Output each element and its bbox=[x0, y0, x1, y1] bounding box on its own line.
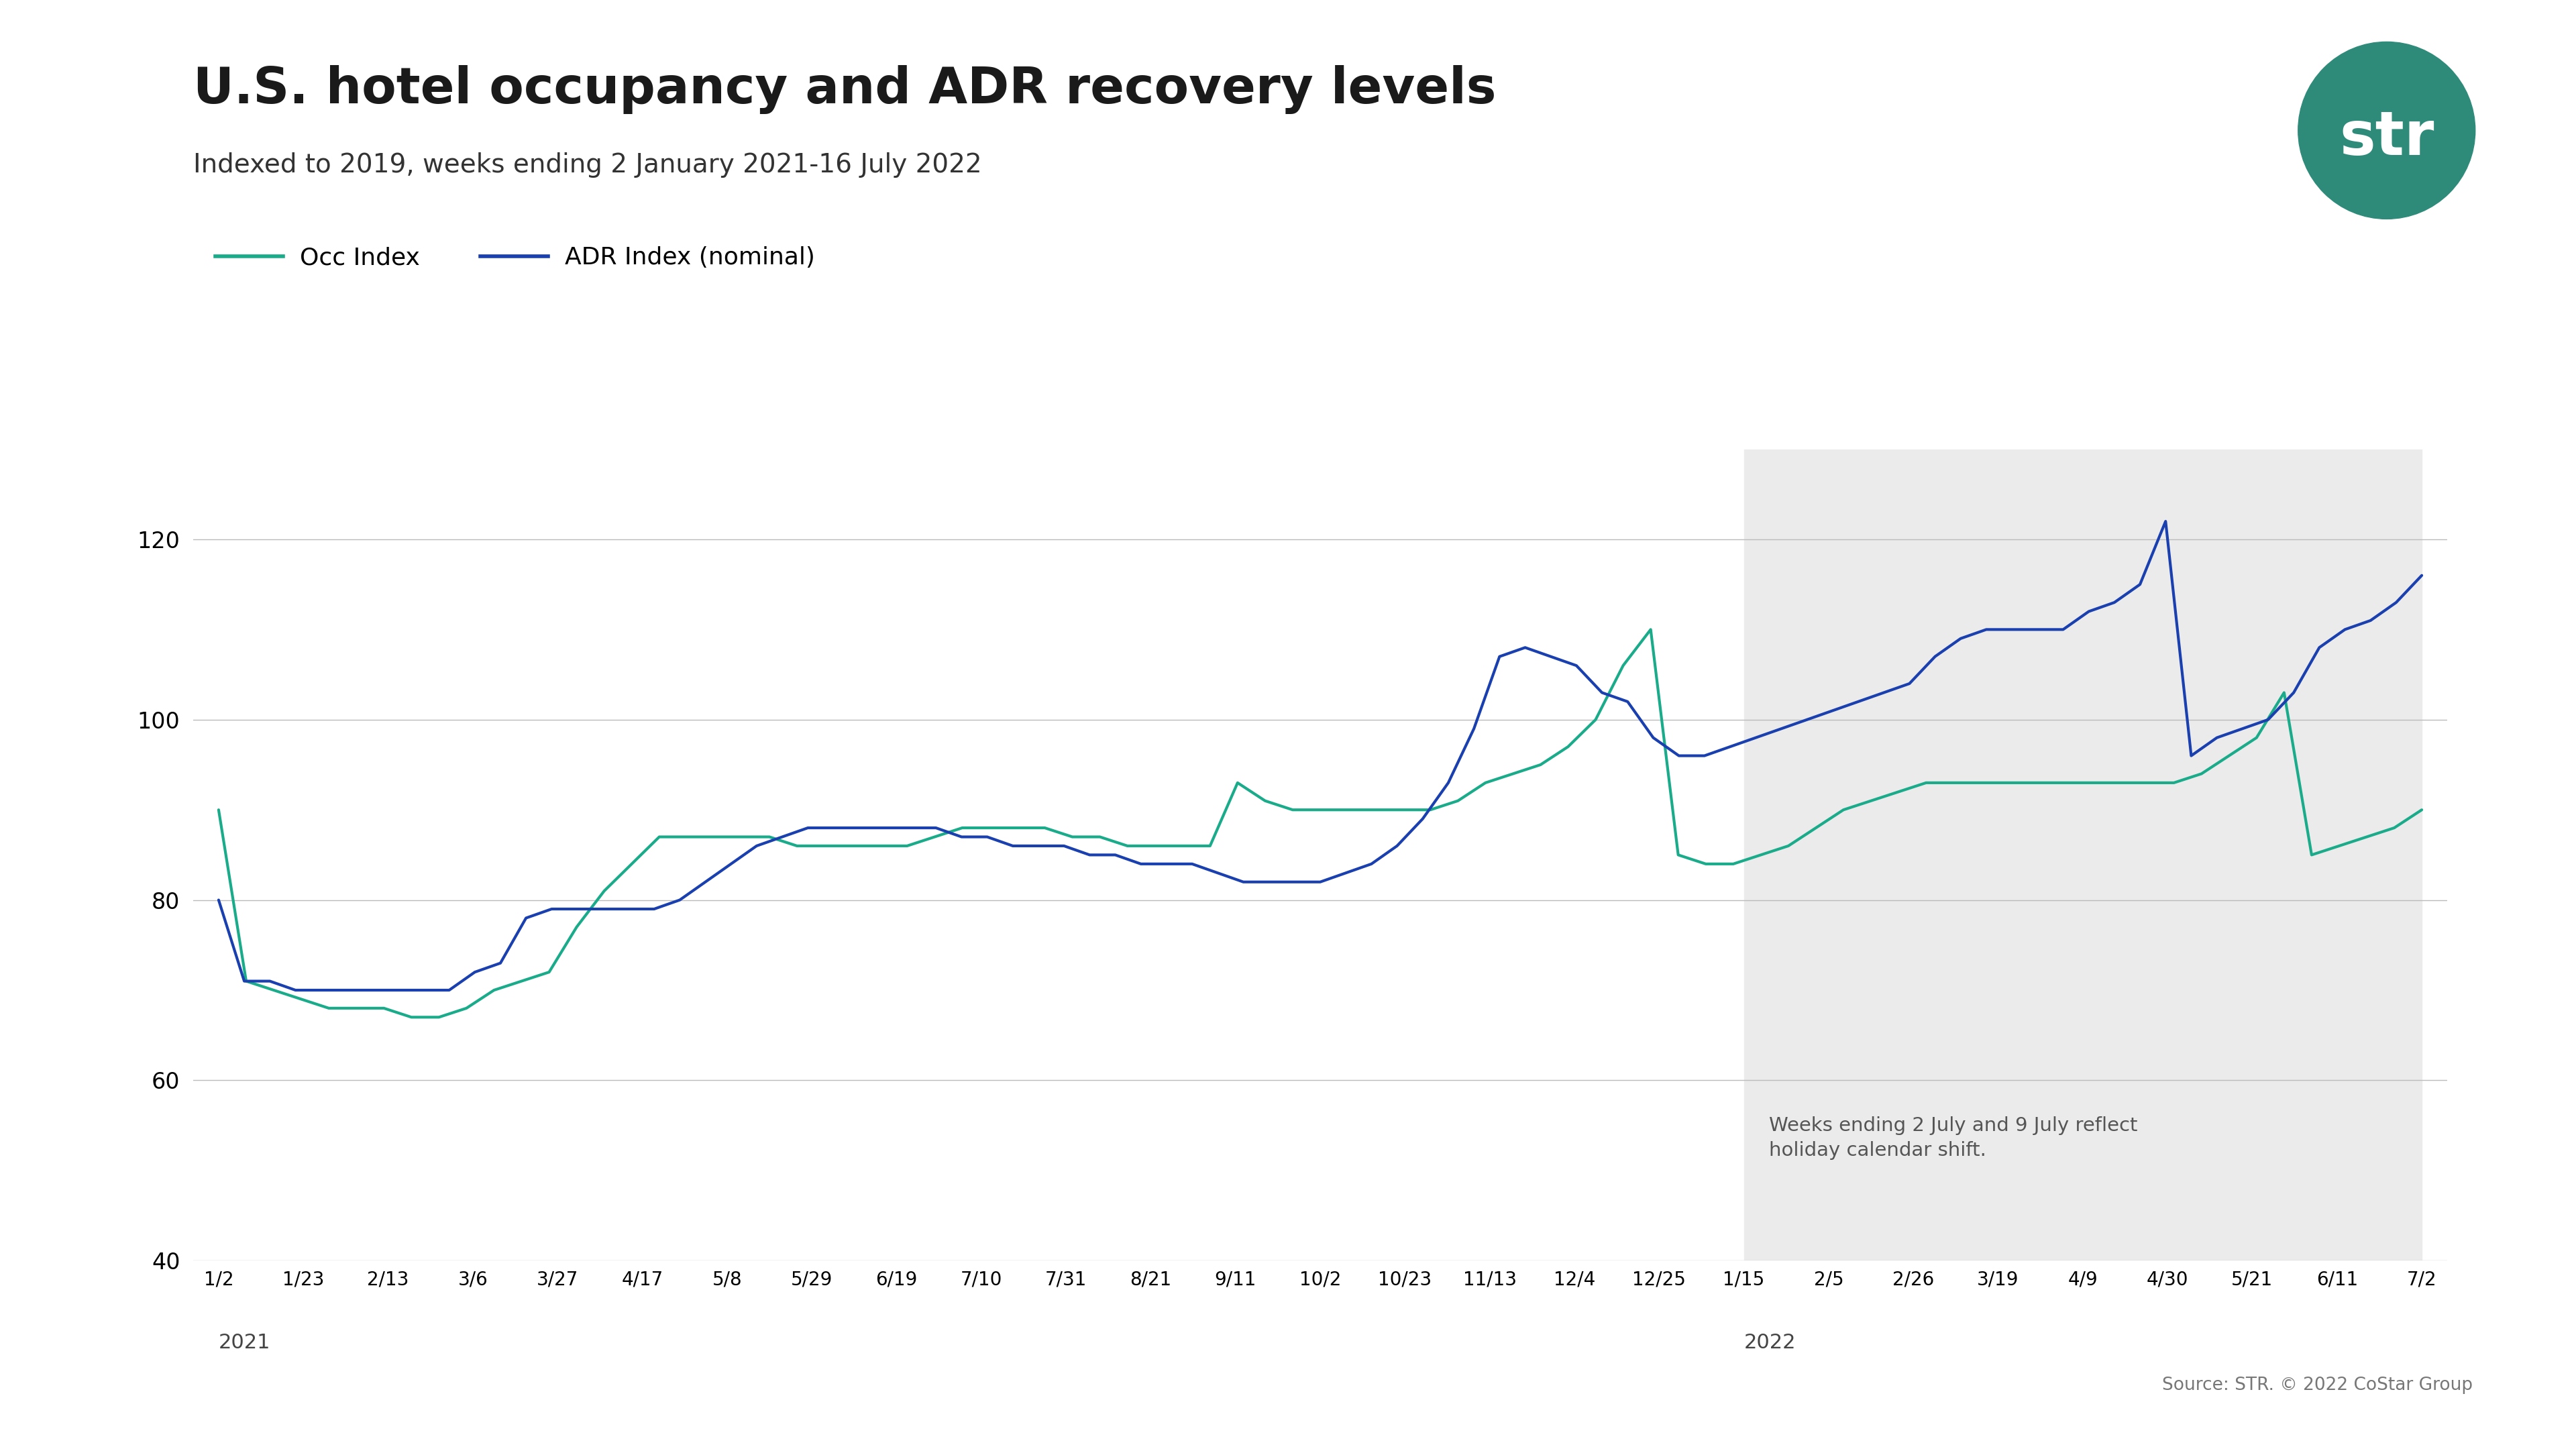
Circle shape bbox=[2298, 42, 2476, 219]
Text: str: str bbox=[2339, 109, 2434, 168]
Text: Weeks ending 2 July and 9 July reflect
holiday calendar shift.: Weeks ending 2 July and 9 July reflect h… bbox=[1770, 1116, 2138, 1159]
Legend: Occ Index, ADR Index (nominal): Occ Index, ADR Index (nominal) bbox=[206, 236, 824, 278]
Text: U.S. hotel occupancy and ADR recovery levels: U.S. hotel occupancy and ADR recovery le… bbox=[193, 65, 1497, 114]
Bar bbox=[1744, 449, 2421, 1261]
Text: 2022: 2022 bbox=[1744, 1333, 1795, 1352]
Text: Source: STR. © 2022 CoStar Group: Source: STR. © 2022 CoStar Group bbox=[2161, 1377, 2473, 1394]
Text: 2021: 2021 bbox=[219, 1333, 270, 1352]
Text: Indexed to 2019, weeks ending 2 January 2021-16 July 2022: Indexed to 2019, weeks ending 2 January … bbox=[193, 152, 981, 178]
